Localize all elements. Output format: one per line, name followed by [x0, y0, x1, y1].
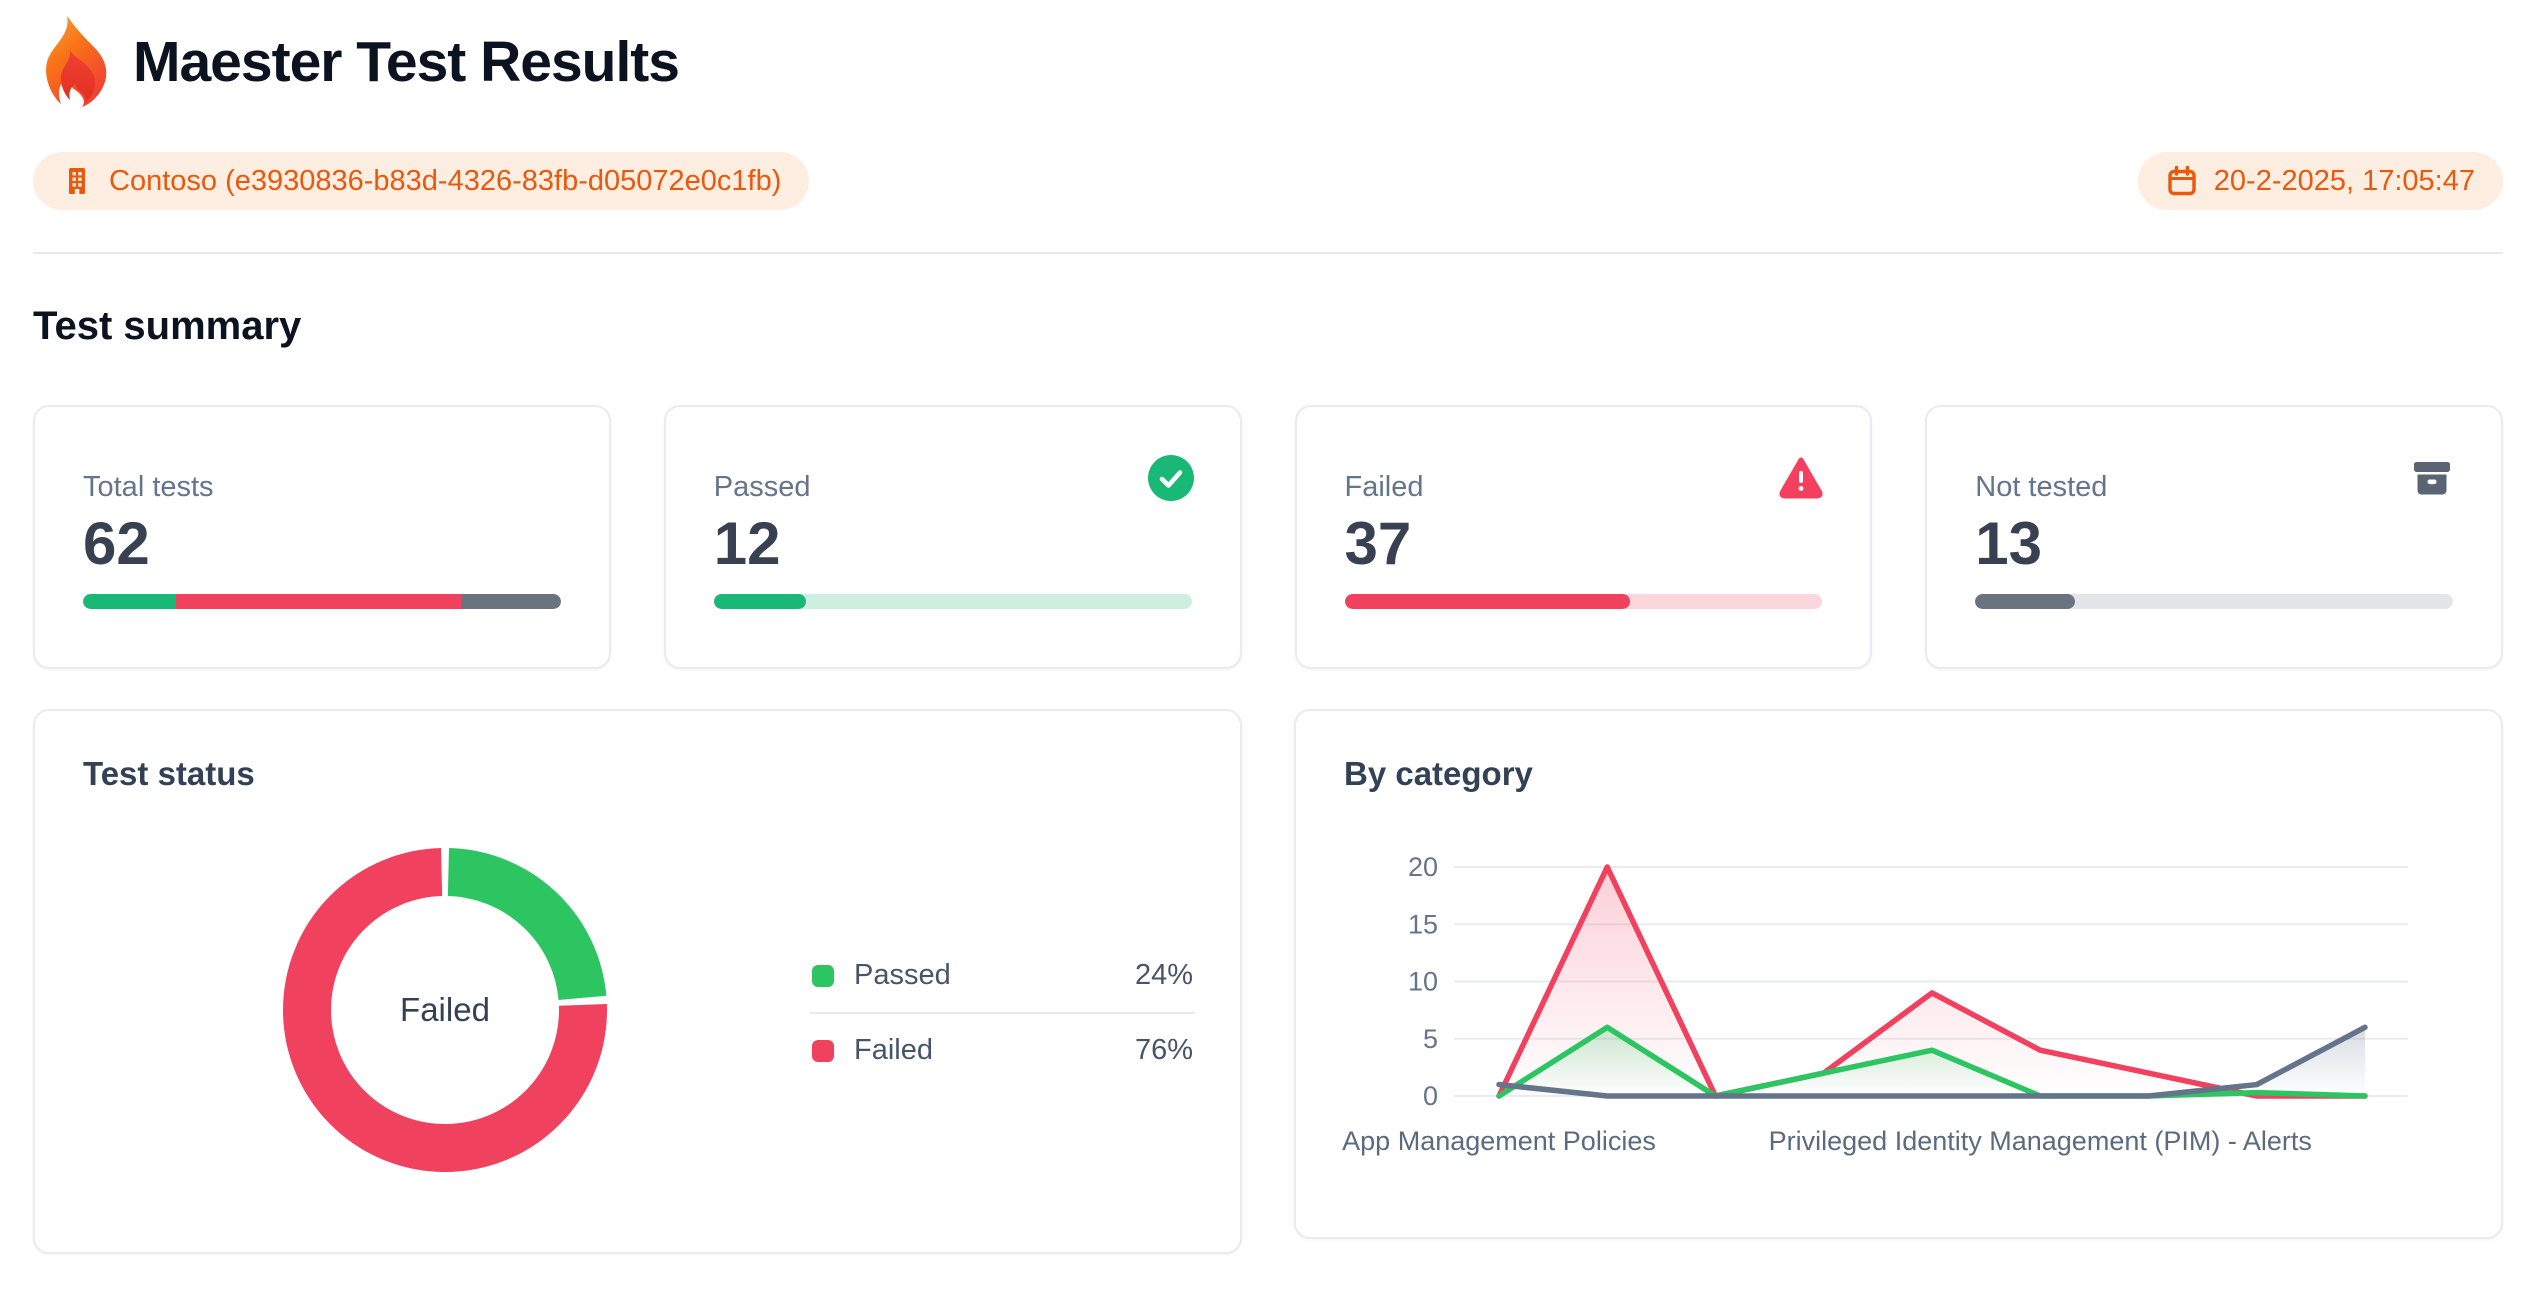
y-axis-tick: 20: [1408, 852, 1438, 882]
check-circle-icon: [1147, 455, 1194, 501]
tenant-badge: Contoso (e3930836-b83d-4326-83fb-d05072e…: [33, 152, 810, 210]
test-status-title: Test status: [83, 755, 255, 792]
legend-label: Failed: [854, 1034, 933, 1066]
stat-value: 12: [713, 510, 781, 577]
x-axis-label: App Management Policies: [1342, 1126, 1656, 1156]
by-category-card: By category 0 5 10 15 20 App Management Polic…: [1294, 709, 2503, 1239]
charts-row: Test status Failed Passed 24%: [33, 709, 2503, 1254]
failed-progress-bar: [1344, 594, 1823, 609]
by-category-title: By category: [1344, 755, 1533, 792]
flame-logo-icon: [46, 16, 107, 107]
legend-value: 76%: [1134, 1034, 1193, 1066]
progress-segment: [1344, 594, 1630, 609]
progress-segment: [83, 594, 176, 609]
building-icon: [69, 168, 85, 194]
total-tests-progress-bar: [83, 594, 561, 609]
passed-card: Passed 12: [663, 405, 1242, 669]
y-axis-tick: 5: [1423, 1024, 1438, 1054]
progress-segment: [175, 594, 461, 609]
area-passed: [1499, 1027, 2365, 1096]
line-not-tested[interactable]: [1496, 1024, 2368, 1099]
stat-label: Passed: [713, 471, 811, 503]
date-badge-label: 20-2-2025, 17:05:47: [2213, 164, 2475, 197]
summary-cards-row: Total tests 62 Passed 12 Failed 37 No: [33, 405, 2503, 669]
donut-failed-slice: [283, 848, 607, 1172]
alert-triangle-icon: [1779, 457, 1823, 499]
progress-segment: [1975, 594, 2076, 609]
by-category-line-chart[interactable]: 0 5 10 15 20 App Management Policies Privilege…: [1326, 848, 2456, 1188]
donut-center-label: Failed: [400, 991, 490, 1028]
legend-row-failed[interactable]: Failed 76%: [810, 1018, 1195, 1083]
calendar-icon: [2168, 165, 2196, 196]
stat-label: Failed: [1344, 471, 1424, 503]
not-tested-progress-bar: [1975, 594, 2453, 609]
failed-card: Failed 37: [1294, 405, 1873, 669]
stat-value: 37: [1344, 510, 1412, 577]
test-status-legend: Passed 24% Failed 76%: [810, 943, 1195, 1083]
failed-swatch-icon: [812, 1039, 834, 1062]
app-header: Maester Test Results: [33, 16, 2503, 108]
y-axis-tick: 10: [1408, 967, 1438, 997]
page-title: Maester Test Results: [133, 30, 680, 94]
legend-divider: [810, 1012, 1195, 1014]
progress-segment: [713, 594, 807, 609]
not-tested-card: Not tested 13: [1925, 405, 2503, 669]
stat-value: 62: [83, 510, 150, 577]
tenant-badge-label: Contoso (e3930836-b83d-4326-83fb-d05072e…: [109, 164, 782, 197]
legend-row-passed[interactable]: Passed 24%: [810, 943, 1195, 1008]
y-axis-tick: 0: [1423, 1081, 1438, 1111]
legend-label: Passed: [854, 959, 951, 991]
area-not-tested: [1499, 1027, 2365, 1096]
stat-label: Total tests: [83, 471, 214, 503]
header-divider: [33, 252, 2503, 254]
stat-value: 13: [1975, 510, 2042, 577]
badge-row: Contoso (e3930836-b83d-4326-83fb-d05072e…: [33, 152, 2503, 210]
test-status-card: Test status Failed Passed 24%: [33, 709, 1242, 1254]
date-badge: 20-2-2025, 17:05:47: [2137, 152, 2503, 210]
test-status-donut-chart[interactable]: Failed: [272, 837, 618, 1183]
archive-icon: [2414, 462, 2450, 495]
section-title: Test summary: [33, 304, 302, 348]
total-tests-card: Total tests 62: [33, 405, 611, 669]
x-axis-label: Privileged Identity Management (PIM) - A…: [1769, 1126, 2312, 1156]
progress-segment: [460, 594, 561, 609]
passed-progress-bar: [713, 594, 1192, 609]
stat-label: Not tested: [1975, 471, 2108, 503]
line-passed[interactable]: [1496, 1024, 2368, 1099]
y-axis-tick: 15: [1408, 909, 1438, 939]
passed-swatch-icon: [812, 964, 834, 987]
legend-value: 24%: [1134, 959, 1193, 991]
